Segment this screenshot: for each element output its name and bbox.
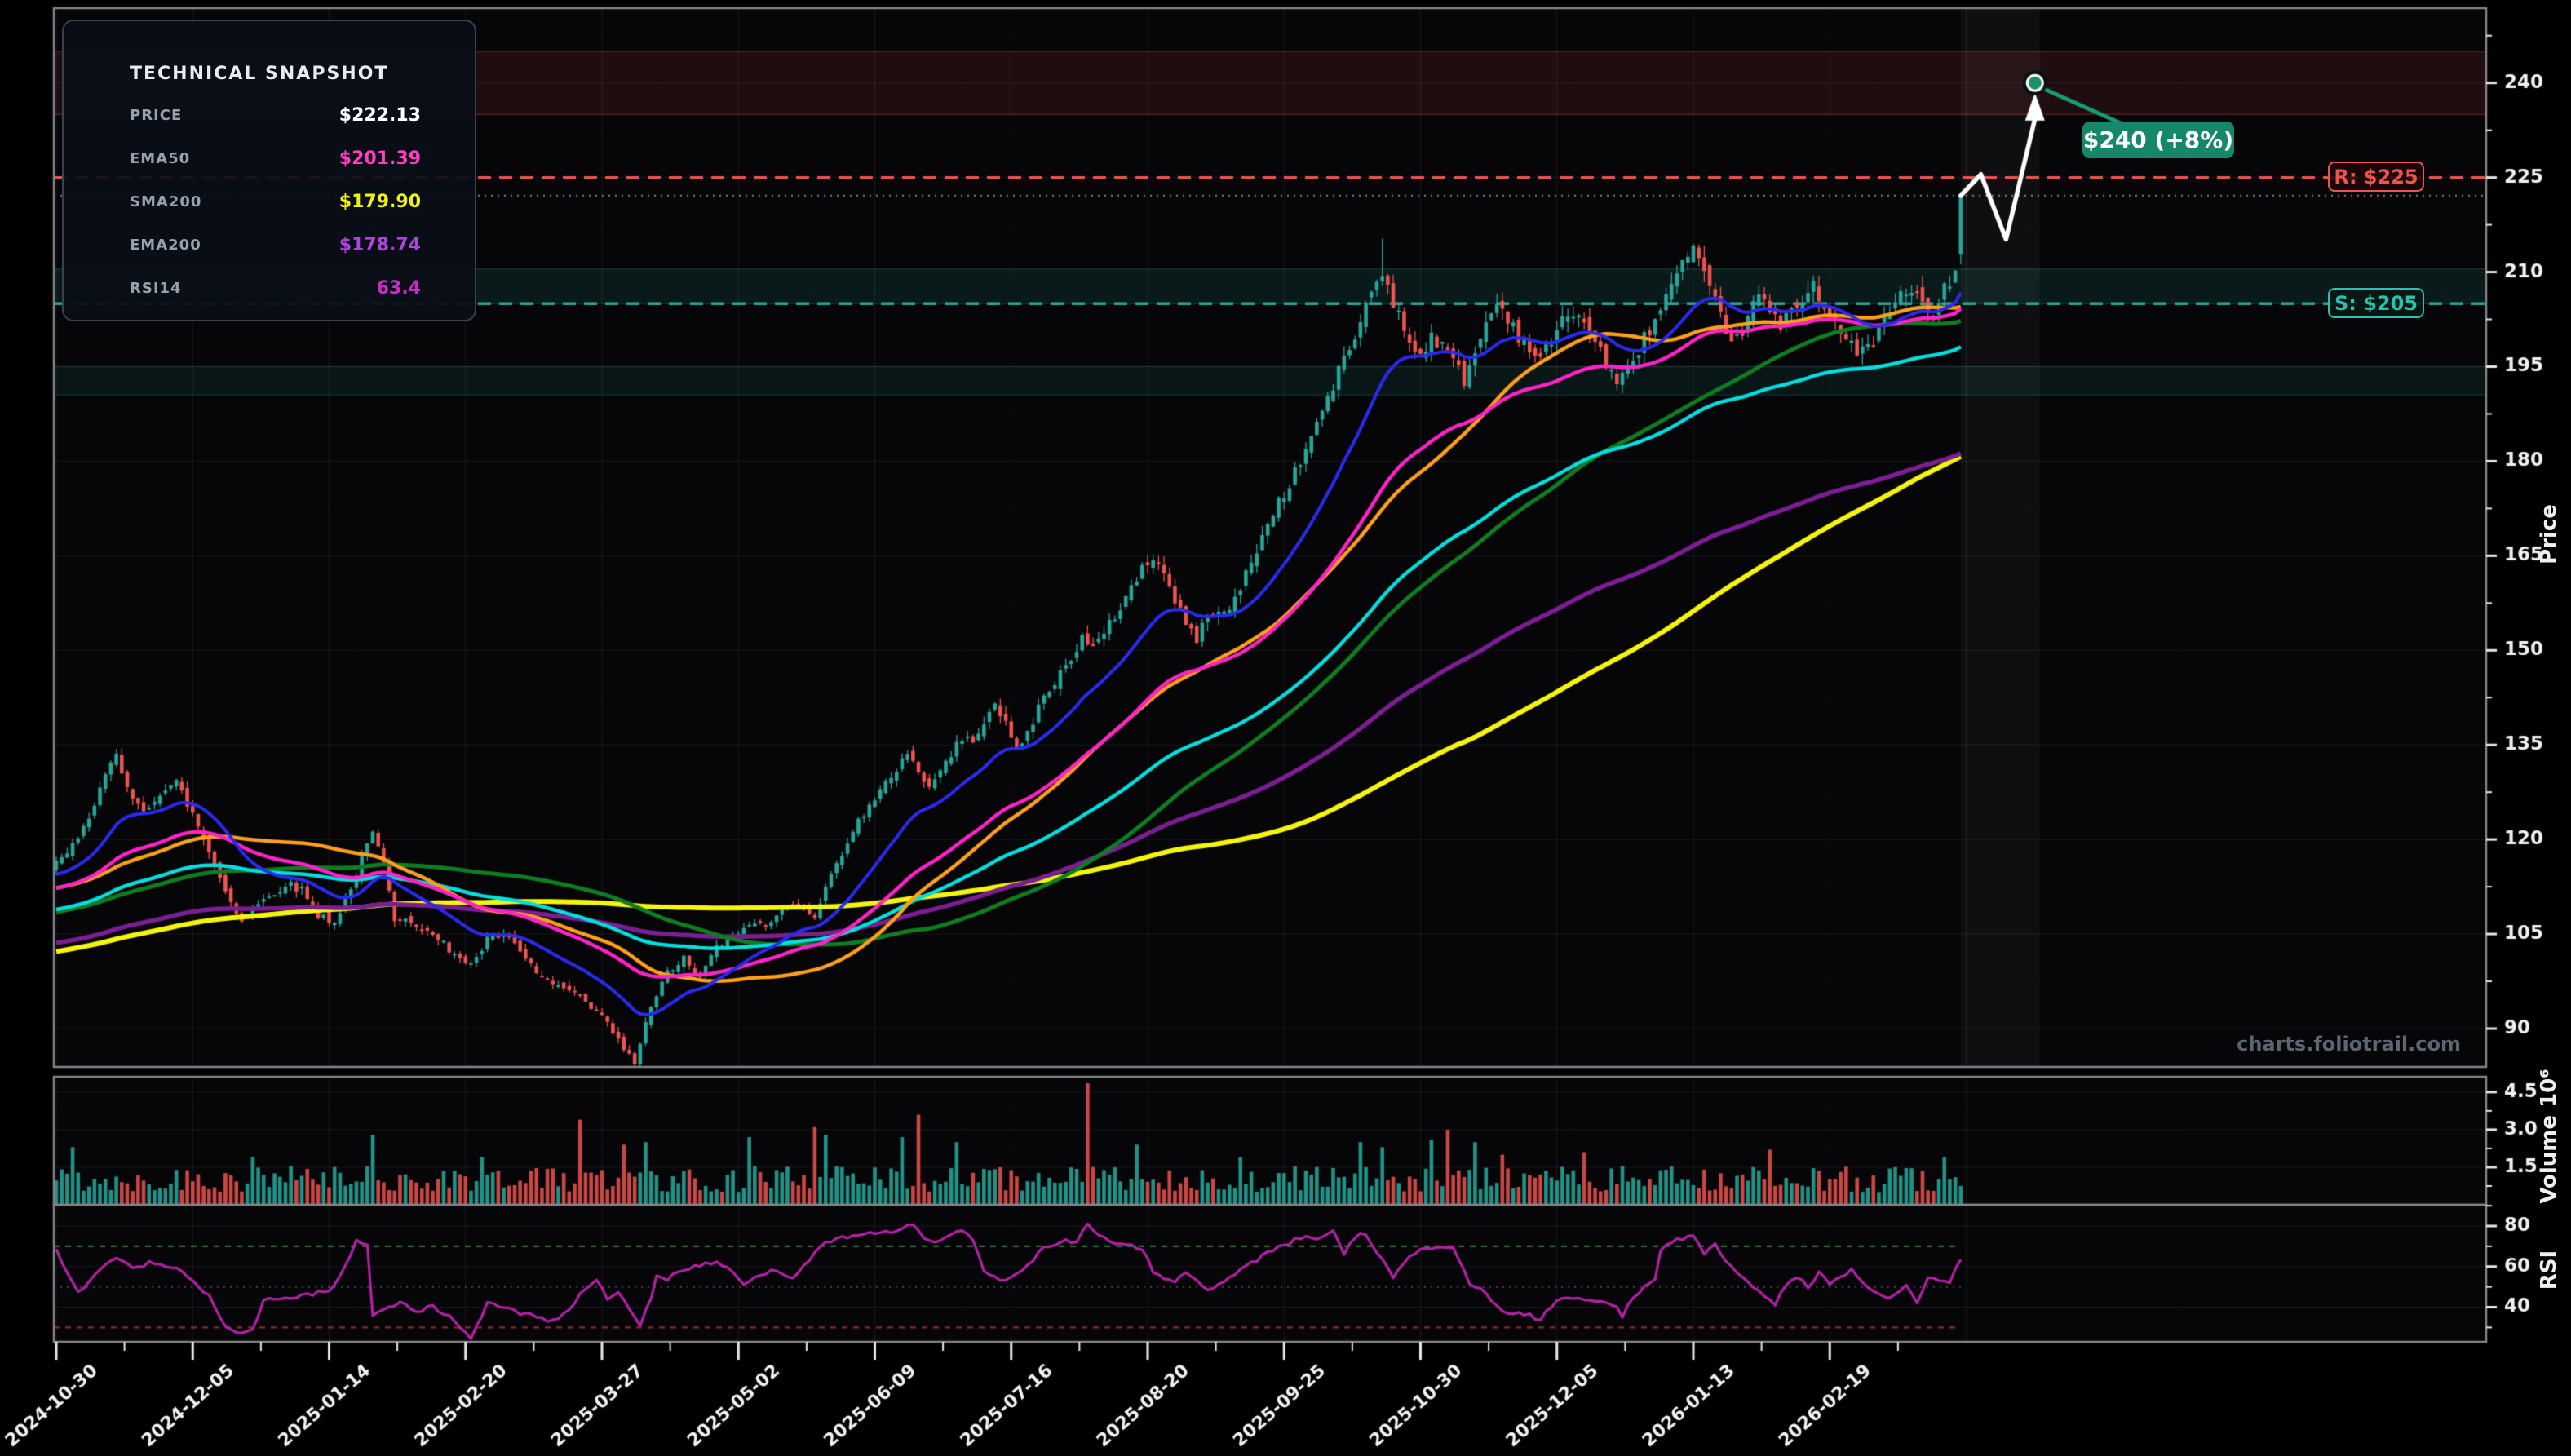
resistance-level-label: R: $225 (2328, 162, 2424, 192)
snapshot-row-ema200: EMA200 $178.74 (130, 232, 421, 257)
watermark: charts.foliotrail.com (2237, 1033, 2461, 1055)
snapshot-rsi14-value: 63.4 (376, 277, 421, 299)
snapshot-ema50-label: EMA50 (130, 149, 191, 167)
rsi-axis-title: RSI (2537, 1250, 2561, 1290)
snapshot-ema200-value: $178.74 (339, 234, 421, 255)
target-callout: $240 (+8%) (2082, 122, 2234, 158)
snapshot-rsi14-label: RSI14 (130, 279, 182, 297)
snapshot-sma200-label: SMA200 (130, 193, 202, 210)
snapshot-row-rsi14: RSI14 63.4 (130, 276, 421, 300)
snapshot-price-label: PRICE (130, 106, 183, 124)
snapshot-title: TECHNICAL SNAPSHOT (130, 64, 389, 84)
technical-snapshot-panel: TECHNICAL SNAPSHOT PRICE $222.13 EMA50 $… (62, 20, 476, 321)
snapshot-row-sma200: SMA200 $179.90 (130, 189, 421, 214)
snapshot-sma200-value: $179.90 (339, 191, 421, 212)
snapshot-row-ema50: EMA50 $201.39 (130, 146, 421, 170)
snapshot-ema200-label: EMA200 (130, 236, 201, 254)
snapshot-row-price: PRICE $222.13 (130, 103, 421, 127)
support-level-label: S: $205 (2328, 288, 2424, 318)
snapshot-price-value: $222.13 (339, 104, 421, 126)
price-axis-title: Price (2537, 504, 2561, 564)
snapshot-ema50-value: $201.39 (339, 148, 421, 169)
